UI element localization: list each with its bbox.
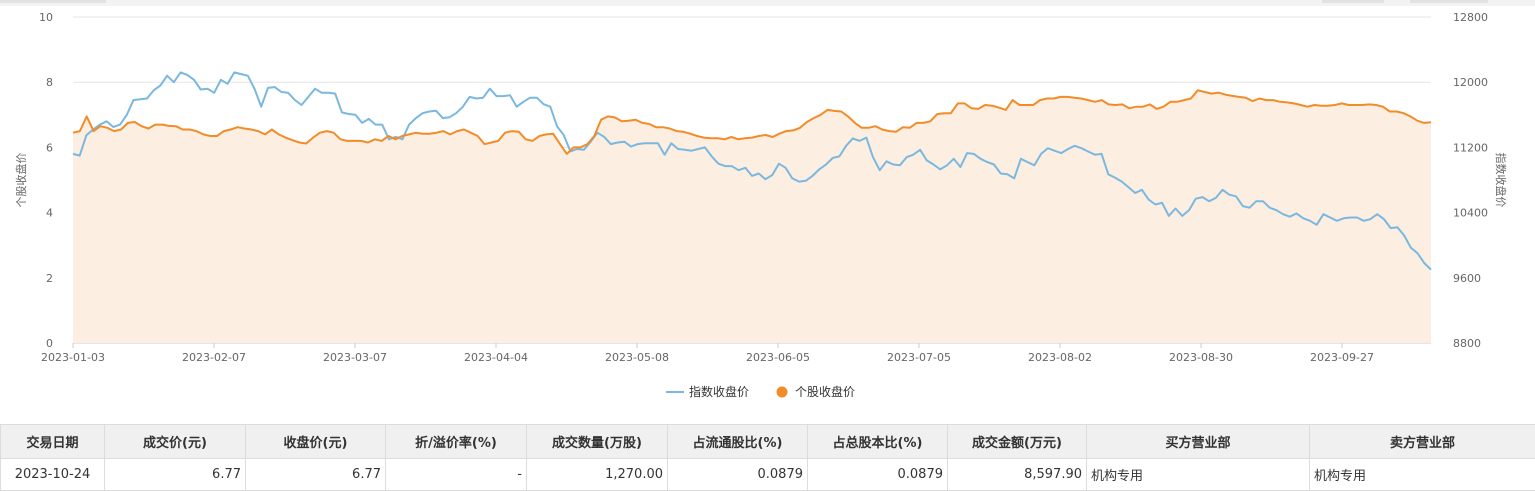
x-tick-label: 2023-02-07 [182,351,246,364]
cell-buyer: 机构专用 [1086,458,1310,491]
cell-premium-rate: - [385,458,527,491]
legend[interactable]: 指数收盘价 个股收盘价 [666,384,855,399]
legend-stock-label: 个股收盘价 [795,384,855,399]
series-lines [72,71,1432,271]
left-tick-label: 4 [46,207,53,220]
left-axis-title: 个股收盘价 [14,153,28,208]
chart-canvas: 0 2 4 6 8 10 8800 9600 10400 11200 12000 12800 202… [0,0,1535,399]
left-tick-label: 10 [39,11,53,24]
table-header-row: 交易日期 成交价(元) 收盘价(元) 折/溢价率(%) 成交数量(万股) 占流通… [0,424,1535,459]
right-axis: 8800 9600 10400 11200 12000 12800 [1453,11,1488,350]
x-tick-label: 2023-03-07 [323,351,387,364]
stock-area [73,90,1431,343]
cell-float-ratio: 0.0879 [667,458,808,491]
header-amount[interactable]: 成交金额(万元) [947,424,1087,459]
x-tick-label: 2023-09-27 [1310,351,1374,364]
stock-area-fill [73,90,1431,343]
cell-trade-date: 2023-10-24 [0,458,105,491]
x-tick-label: 2023-08-30 [1169,351,1233,364]
cell-volume: 1,270.00 [526,458,668,491]
index-close-line [72,71,1432,271]
stock-close-line [72,89,1432,155]
legend-index-label: 指数收盘价 [689,384,749,399]
legend-item-stock[interactable]: 个股收盘价 [776,384,856,399]
cell-close-price: 6.77 [245,458,386,491]
header-buyer[interactable]: 买方营业部 [1086,424,1310,459]
left-tick-label: 2 [46,272,53,285]
left-tick-label: 0 [46,337,53,350]
right-tick-label: 12000 [1453,76,1488,89]
x-tick-label: 2023-07-05 [887,351,951,364]
left-tick-label: 6 [46,141,53,154]
right-tick-label: 11200 [1453,141,1488,154]
x-axis: 2023-01-03 2023-02-07 2023-03-07 2023-04-04… [41,343,1374,364]
right-tick-label: 10400 [1453,207,1488,220]
x-tick-label: 2023-08-02 [1028,351,1092,364]
header-trade-price[interactable]: 成交价(元) [104,424,246,459]
cell-amount: 8,597.90 [947,458,1087,491]
price-chart: 0 2 4 6 8 10 8800 9600 10400 11200 12000 12800 202… [0,0,1535,399]
legend-stock-dot-icon [776,386,788,398]
left-axis: 0 2 4 6 8 10 [39,11,53,350]
header-float-ratio[interactable]: 占流通股比(%) [667,424,808,459]
x-tick-label: 2023-05-08 [605,351,669,364]
header-volume[interactable]: 成交数量(万股) [526,424,668,459]
cell-total-ratio: 0.0879 [807,458,948,491]
x-tick-label: 2023-06-05 [746,351,810,364]
legend-item-index[interactable]: 指数收盘价 [666,384,749,399]
table-row: 2023-10-24 6.77 6.77 - 1,270.00 0.0879 0… [0,458,1535,491]
header-close-price[interactable]: 收盘价(元) [245,424,386,459]
right-tick-label: 12800 [1453,11,1488,24]
left-tick-label: 8 [46,76,53,89]
x-tick-label: 2023-04-04 [464,351,528,364]
header-seller[interactable]: 卖方营业部 [1309,424,1535,459]
x-tick-label: 2023-01-03 [41,351,105,364]
cell-trade-price: 6.77 [104,458,246,491]
block-trade-table: 交易日期 成交价(元) 收盘价(元) 折/溢价率(%) 成交数量(万股) 占流通… [0,424,1535,491]
right-axis-title: 指数收盘价 [1494,153,1508,208]
header-premium-rate[interactable]: 折/溢价率(%) [385,424,527,459]
top-decor [0,0,1535,6]
header-trade-date[interactable]: 交易日期 [0,424,105,459]
cell-seller: 机构专用 [1309,458,1535,491]
header-total-ratio[interactable]: 占总股本比(%) [807,424,948,459]
right-tick-label: 8800 [1453,337,1481,350]
right-tick-label: 9600 [1453,272,1481,285]
